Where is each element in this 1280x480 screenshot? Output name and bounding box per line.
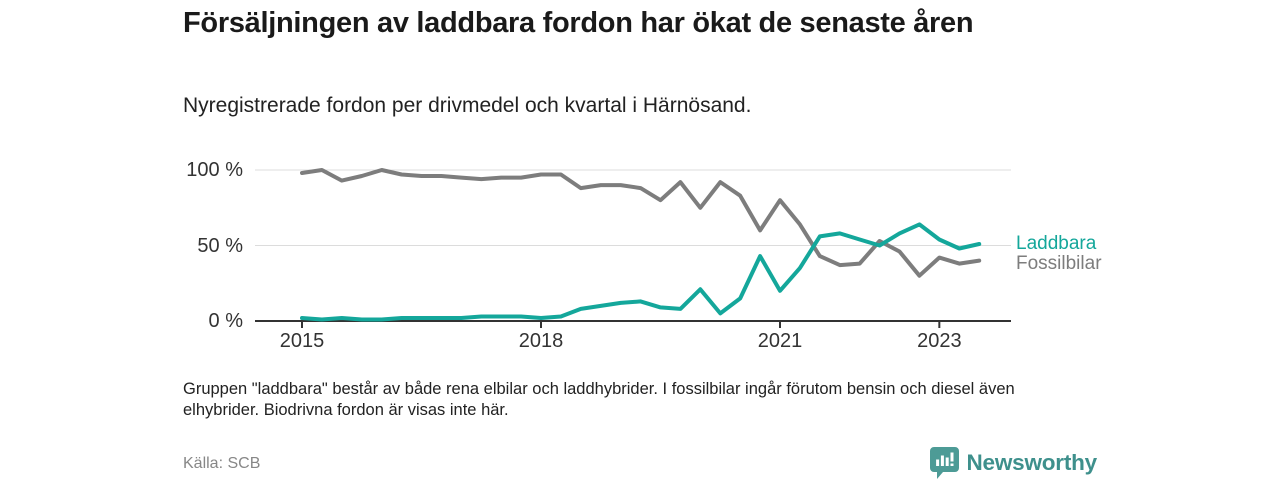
y-tick-label: 0 % <box>208 310 243 332</box>
series-label-laddbara: Laddbara <box>1016 232 1097 254</box>
footnote: Gruppen "laddbara" består av både rena e… <box>183 380 1015 420</box>
fossilbilar-line <box>300 168 982 278</box>
x-tick-label: 2021 <box>757 330 803 352</box>
logo-wordmark: Newsworthy <box>966 450 1097 475</box>
newsworthy-logo: Newsworthy <box>930 447 1097 479</box>
chart-subtitle: Nyregistrerade fordon per drivmedel och … <box>183 94 752 117</box>
x-tick-label: 2015 <box>279 330 325 352</box>
chart-title: Försäljningen av laddbara fordon har öka… <box>183 7 974 39</box>
y-tick-label: 50 % <box>197 234 243 257</box>
source-label: Källa: SCB <box>183 455 261 472</box>
series-label-fossilbilar: Fossilbilar <box>1016 252 1102 274</box>
x-tick-label: 2018 <box>518 330 564 352</box>
newsworthy-chart-bubble-icon <box>930 447 960 479</box>
y-tick-label: 100 % <box>186 159 243 181</box>
laddbara-line <box>300 222 982 322</box>
x-tick-label: 2023 <box>917 330 962 352</box>
